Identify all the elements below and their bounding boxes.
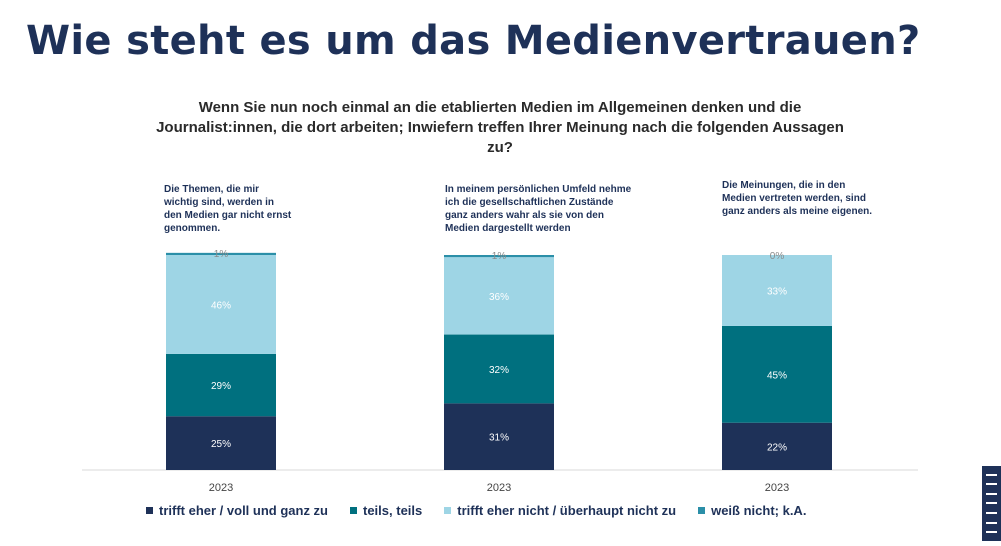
data-label: 29% [211, 381, 231, 392]
legend-swatch-icon [146, 507, 153, 514]
legend-swatch-icon [444, 507, 452, 514]
legend-swatch-icon [698, 507, 706, 514]
chart-legend: trifft eher / voll und ganz zu teils, te… [146, 503, 806, 518]
bar-segment [444, 403, 554, 470]
legend-item-weiss-nicht: weiß nicht; k.A. [698, 503, 806, 518]
bar-segment [722, 255, 832, 326]
legend-label: trifft eher / voll und ganz zu [159, 503, 328, 518]
group-caption-3: Die Meinungen, die in den Medien vertret… [722, 180, 873, 217]
group-caption-1: Die Themen, die mir wichtig sind, werden… [164, 184, 292, 234]
data-label: 45% [767, 370, 787, 381]
data-label: 32% [489, 365, 509, 376]
legend-item-trifft-nicht-zu: trifft eher nicht / überhaupt nicht zu [444, 503, 676, 518]
legend-swatch-icon [350, 507, 357, 514]
bar-segment [444, 257, 554, 335]
bar-segment [444, 255, 554, 258]
x-tick-label: 2023 [487, 482, 511, 494]
data-label: 31% [489, 433, 509, 444]
data-label: 46% [211, 300, 231, 311]
data-label: 0% [770, 251, 785, 262]
bar-segment [166, 416, 276, 470]
data-label: 1% [214, 249, 229, 260]
bar-segment [722, 325, 832, 423]
legend-item-teils: teils, teils [350, 503, 422, 518]
data-label: 33% [767, 286, 787, 297]
data-label: 22% [767, 442, 787, 453]
page-title: Wie steht es um das Medienvertrauen? [26, 18, 921, 64]
legend-label: weiß nicht; k.A. [711, 503, 807, 518]
bar-segment [444, 334, 554, 404]
x-tick-label: 2023 [209, 482, 233, 494]
x-tick-label: 2023 [765, 482, 789, 494]
data-label: 36% [489, 292, 509, 303]
bar-segment [166, 353, 276, 417]
bar-segment [166, 255, 276, 354]
legend-item-trifft-zu: trifft eher / voll und ganz zu [146, 503, 328, 518]
list-menu-icon[interactable] [982, 466, 1001, 541]
legend-label: trifft eher nicht / überhaupt nicht zu [457, 503, 677, 518]
bar-segment [166, 252, 276, 255]
group-caption-2: In meinem persönlichen Umfeld nehme ich … [445, 184, 632, 234]
data-label: 1% [492, 251, 507, 262]
legend-label: teils, teils [363, 503, 423, 518]
bar-segment [722, 422, 832, 470]
survey-question: Wenn Sie nun noch einmal an die etablier… [156, 99, 844, 156]
data-label: 25% [211, 439, 231, 450]
